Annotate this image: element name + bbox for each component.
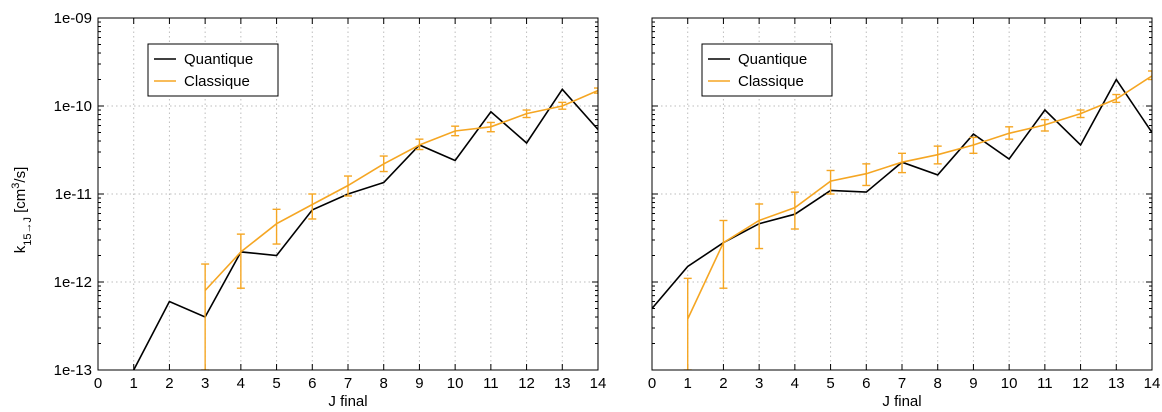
plot-frame: [97, 17, 599, 371]
y-tick-label: 1e-10: [54, 98, 92, 115]
legend-label-quantique: Quantique: [184, 51, 253, 68]
x-tick-label: 8: [934, 375, 942, 392]
x-tick-label: 10: [447, 375, 464, 392]
x-axis-label: J final: [882, 393, 921, 410]
x-tick-label: 9: [415, 375, 423, 392]
legend: Quantique Classique: [701, 43, 833, 97]
x-tick-label: 12: [1072, 375, 1089, 392]
grid: [98, 18, 598, 370]
x-tick-label: 12: [518, 375, 535, 392]
series-line-quantique: [132, 87, 598, 370]
x-tick-label: 7: [898, 375, 906, 392]
x-ticks: 0 1 2 3 4 5 6 7 8 9 10 11 12 13 14: [648, 18, 1161, 392]
legend-label-classique: Classique: [184, 73, 250, 90]
y-axis-label-unit-open: [cm: [12, 189, 29, 217]
x-axis-label: J final: [328, 393, 367, 410]
y-axis-label-k: k: [12, 245, 29, 253]
plot-area: [132, 87, 598, 370]
x-tick-label: 11: [1037, 375, 1053, 392]
legend-box: [147, 43, 279, 97]
y-axis-label-unit-close: /s]: [12, 167, 29, 183]
x-tick-label: 14: [1144, 375, 1161, 392]
y-axis-label-subscript: 15→J: [22, 217, 34, 246]
x-tick-label: 11: [483, 375, 499, 392]
series-line-classique: [686, 75, 1152, 320]
x-tick-label: 5: [272, 375, 280, 392]
x-tick-label: 6: [308, 375, 316, 392]
x-tick-label: 3: [201, 375, 209, 392]
plot-frame: [651, 17, 1153, 371]
x-tick-label: 2: [719, 375, 727, 392]
x-tick-label: 5: [826, 375, 834, 392]
x-tick-label: 8: [380, 375, 388, 392]
x-tick-label: 4: [237, 375, 245, 392]
x-tick-label: 14: [590, 375, 607, 392]
y-axis-label: k15→J [cm3/s]: [10, 167, 34, 254]
y-tick-label: 1e-13: [54, 362, 92, 379]
x-tick-label: 1: [684, 375, 692, 392]
x-tick-label: 0: [648, 375, 656, 392]
legend-label-classique: Classique: [738, 73, 804, 90]
x-tick-label: 9: [969, 375, 977, 392]
x-tick-label: 7: [344, 375, 352, 392]
legend-label-quantique: Quantique: [738, 51, 807, 68]
legend: Quantique Classique: [147, 43, 279, 97]
y-tick-label: 1e-09: [54, 10, 92, 27]
left-panel: 0 1 2 3 4 5 6 7 8 9 10 11 12 13 141e-131e-121e-111e-10…: [54, 10, 607, 410]
x-tick-label: 6: [862, 375, 870, 392]
series-line-classique: [204, 89, 598, 292]
x-ticks: 0 1 2 3 4 5 6 7 8 9 10 11 12 13 14: [94, 18, 607, 392]
x-tick-label: 10: [1001, 375, 1018, 392]
x-tick-label: 3: [755, 375, 763, 392]
plot-area: [652, 70, 1152, 370]
y-axis-label-superscript: 3: [10, 183, 22, 189]
legend-box: [701, 43, 833, 97]
x-tick-label: 4: [791, 375, 799, 392]
x-tick-label: 1: [130, 375, 138, 392]
x-tick-label: 2: [165, 375, 173, 392]
right-panel: 0 1 2 3 4 5 6 7 8 9 10 11 12 13 14J finalQuantiqueClas…: [648, 17, 1161, 410]
y-tick-label: 1e-11: [55, 186, 92, 203]
x-tick-label: 13: [1108, 375, 1125, 392]
y-tick-label: 1e-12: [54, 274, 92, 291]
x-tick-label: 0: [94, 375, 102, 392]
x-tick-label: 13: [554, 375, 571, 392]
